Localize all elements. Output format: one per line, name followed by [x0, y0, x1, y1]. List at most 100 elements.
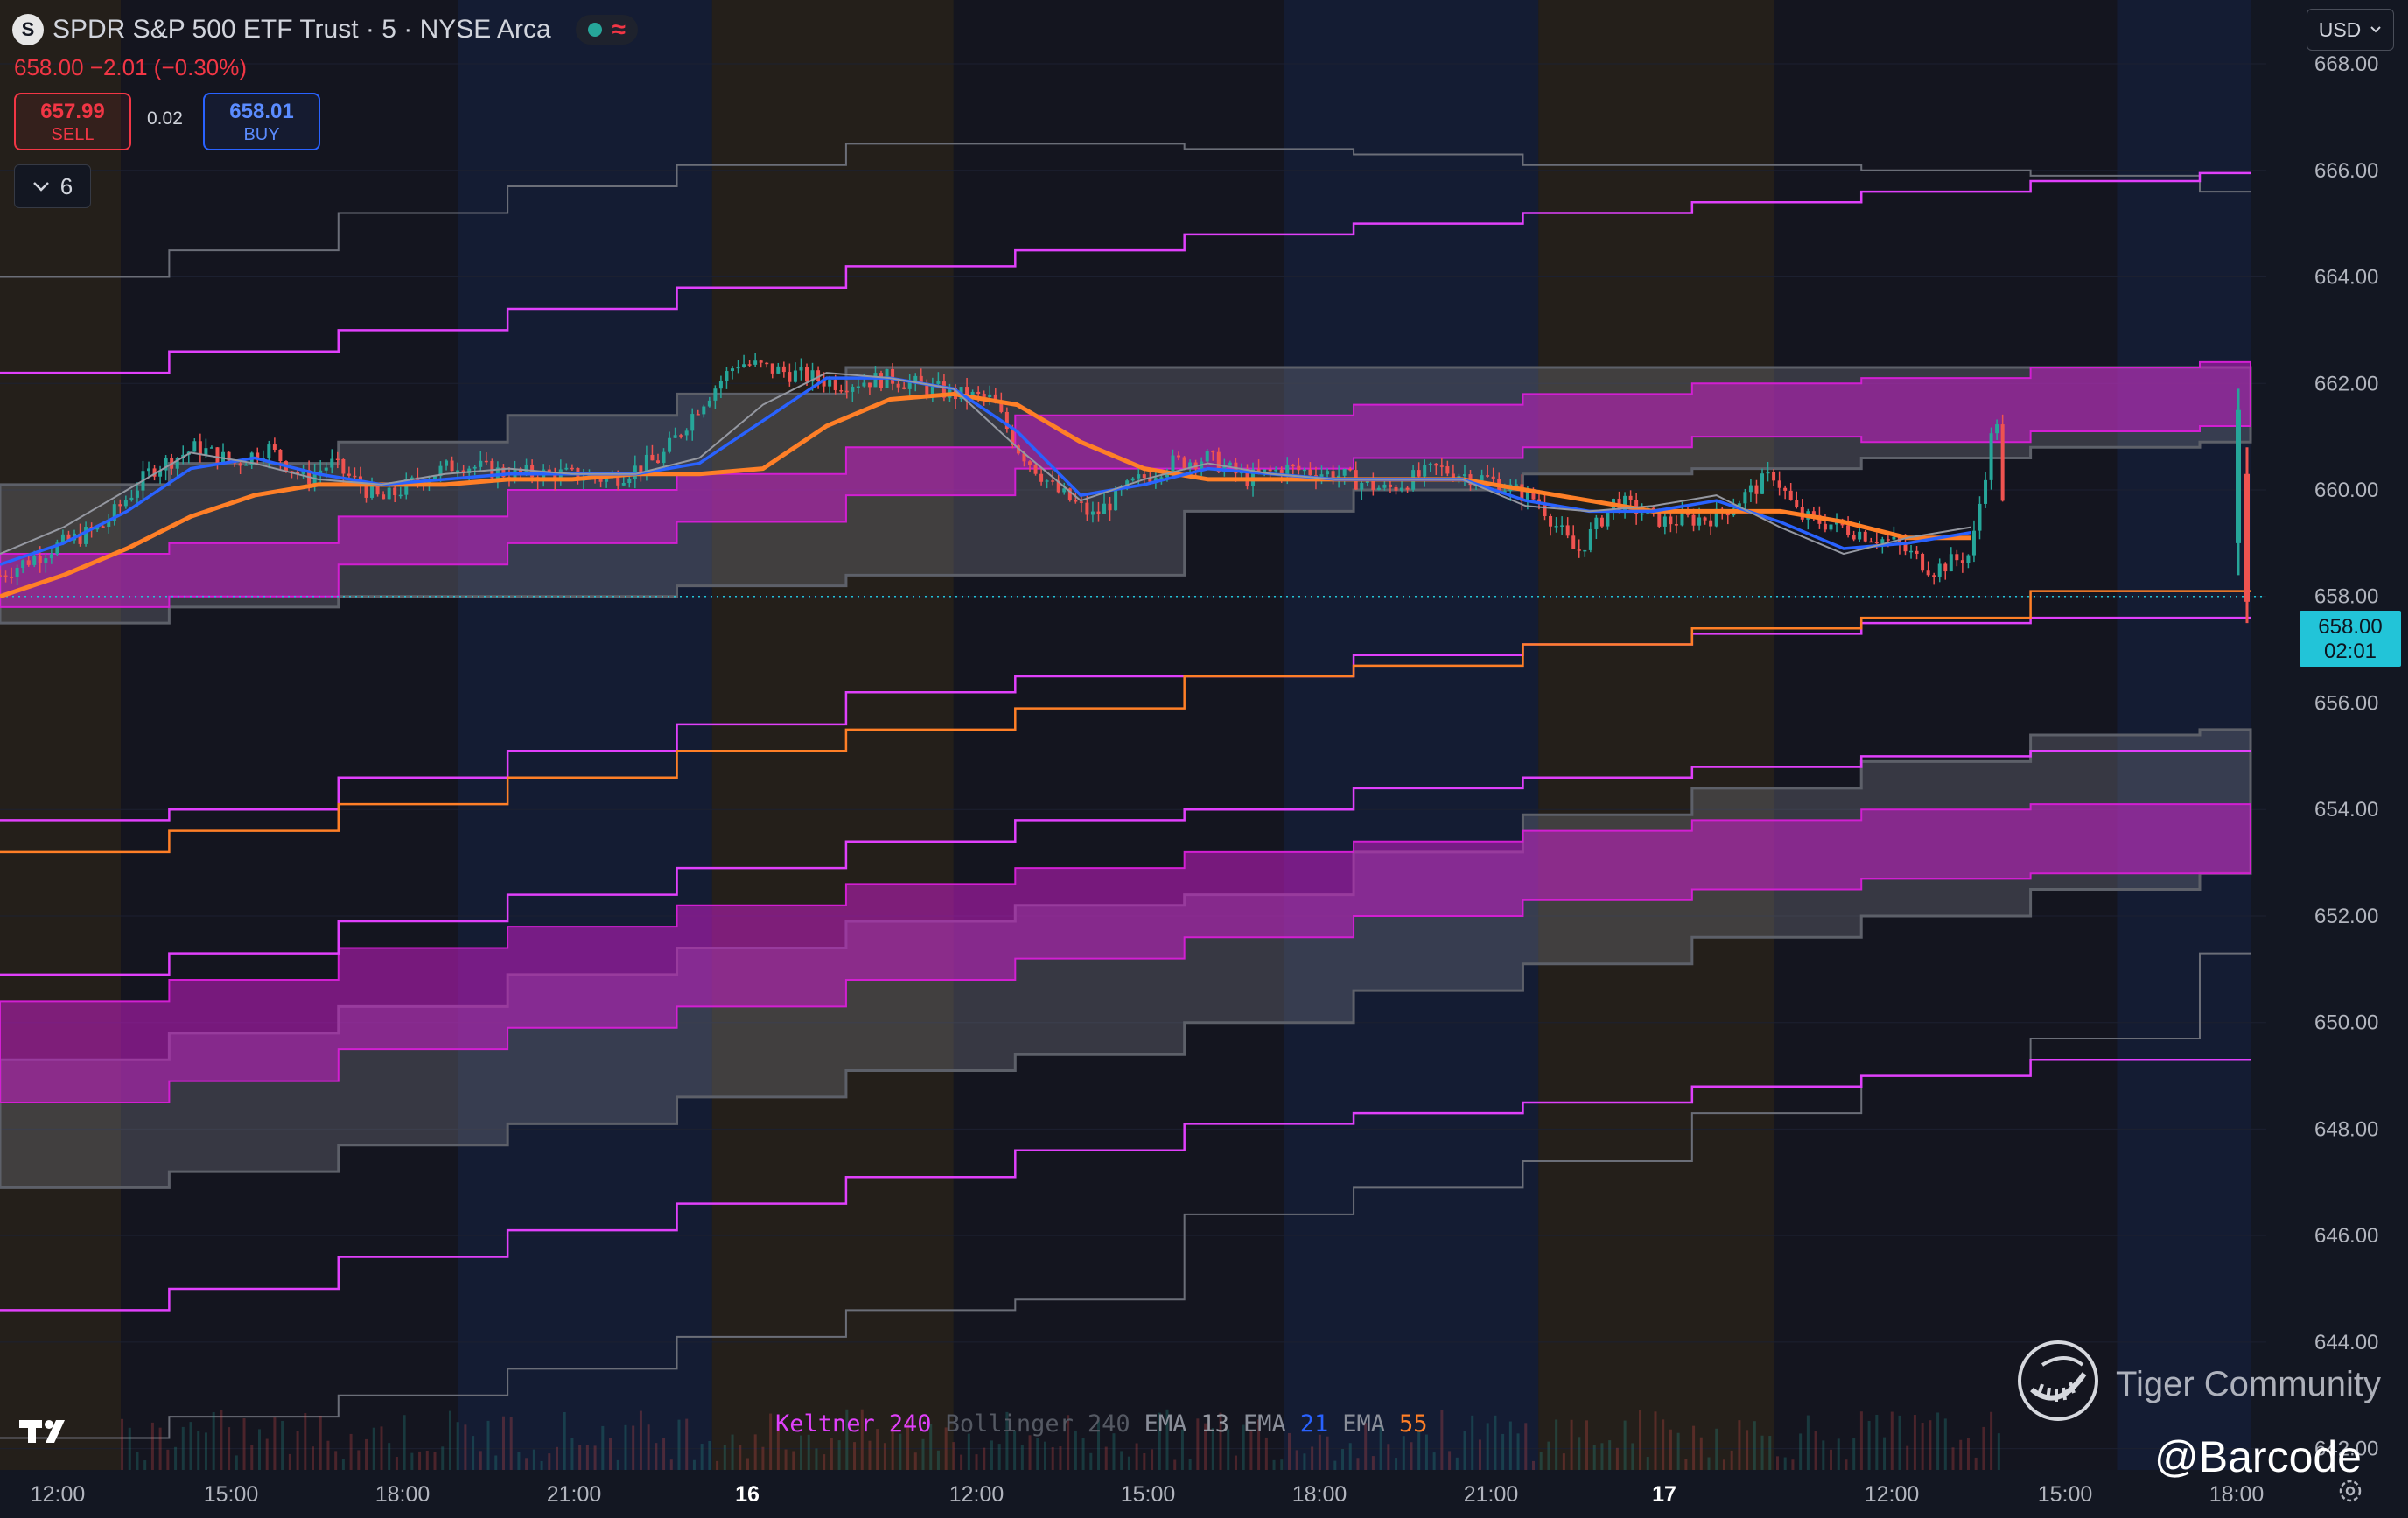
volume-bar	[1516, 1433, 1520, 1470]
volume-bar	[1699, 1437, 1703, 1470]
volume-bar	[312, 1446, 315, 1470]
candle-body	[1788, 490, 1793, 500]
symbol-legend[interactable]: S SPDR S&P 500 ETF Trust · 5 · NYSE Arca…	[12, 10, 639, 49]
candle-body	[1531, 490, 1536, 500]
candle-body	[1748, 485, 1753, 493]
candle-body	[673, 435, 677, 438]
candle-body	[1502, 491, 1507, 493]
y-tick-label: 658.00	[2314, 585, 2378, 609]
candle-body	[1274, 469, 1278, 472]
candle-body	[238, 463, 242, 466]
settings-gear-icon[interactable]	[2336, 1477, 2364, 1505]
price-change-line: 658.00 −2.01 (−0.30%)	[14, 54, 247, 81]
candle-body	[335, 458, 340, 461]
candle-body	[982, 394, 986, 397]
volume-bar	[494, 1455, 498, 1470]
x-tick-label: 21:00	[547, 1482, 602, 1507]
tradingview-logo-icon[interactable]	[18, 1416, 74, 1455]
indicator-item[interactable]: Bollinger 240	[946, 1410, 1130, 1438]
currency-select[interactable]: USD	[2306, 9, 2394, 51]
candle-body	[862, 382, 866, 387]
candle-body	[2236, 409, 2241, 543]
volume-bar	[365, 1438, 368, 1470]
volume-bar	[410, 1452, 414, 1470]
indicator-legend[interactable]: Keltner 240 Bollinger 240 EMA 13 EMA 21 EMA 55	[775, 1410, 1428, 1438]
x-tick-label: 18:00	[2209, 1482, 2264, 1507]
candle-body	[1760, 473, 1765, 494]
market-open-dot-icon	[587, 23, 602, 37]
candle-body	[346, 473, 351, 476]
volume-bar	[318, 1416, 322, 1470]
symbol-logo-icon: S	[12, 14, 44, 45]
volume-bar	[929, 1424, 933, 1470]
indicator-param: 240	[888, 1410, 932, 1438]
tv-logo-shape	[19, 1420, 65, 1443]
volume-bar	[677, 1419, 681, 1470]
volume-bar	[776, 1423, 780, 1470]
volume-bar	[1067, 1415, 1070, 1470]
candle-body	[759, 360, 763, 363]
candle-body	[1040, 473, 1044, 482]
candle-body	[1417, 470, 1421, 477]
volume-bar	[1844, 1459, 1848, 1470]
session-regular	[953, 0, 1284, 1470]
sell-button[interactable]: 657.99 SELL	[14, 93, 131, 150]
buy-button[interactable]: 658.01 BUY	[203, 93, 320, 150]
candle-body	[1308, 469, 1312, 476]
volume-bar	[1227, 1429, 1230, 1470]
candle-body	[833, 380, 837, 391]
volume-bar	[1707, 1457, 1711, 1470]
volume-bar	[357, 1450, 360, 1470]
volume-bar	[395, 1457, 398, 1470]
volume-bar	[860, 1409, 864, 1470]
symbol-title[interactable]: SPDR S&P 500 ETF Trust · 5 · NYSE Arca	[52, 15, 551, 44]
volume-bar	[654, 1443, 658, 1470]
volume-bar	[1730, 1450, 1733, 1470]
volume-bar	[250, 1445, 254, 1470]
candle-body	[1376, 487, 1381, 490]
indicator-item[interactable]: EMA 55	[1342, 1410, 1427, 1438]
candle-body	[1142, 474, 1146, 479]
volume-bar	[380, 1426, 383, 1470]
indicators-collapse-button[interactable]: 6	[14, 164, 91, 208]
volume-bar	[136, 1452, 139, 1470]
volume-bar	[1890, 1411, 1894, 1470]
volume-bar	[906, 1418, 910, 1470]
candle-body	[1565, 525, 1570, 536]
volume-bar	[1531, 1460, 1535, 1470]
candle-body	[78, 533, 82, 544]
candle-body	[891, 368, 895, 384]
candle-body	[724, 371, 729, 381]
candle-body	[444, 460, 449, 466]
indicator-item[interactable]: Keltner 240	[775, 1410, 932, 1438]
candle-body	[404, 479, 409, 495]
volume-bar	[1555, 1419, 1558, 1470]
tiger-community-logo-icon	[2018, 1340, 2098, 1421]
candle-body	[1480, 475, 1484, 482]
y-tick-label: 650.00	[2314, 1011, 2378, 1035]
candle-body	[1703, 517, 1707, 521]
candle-body	[107, 521, 111, 527]
indicator-item[interactable]: EMA 21	[1243, 1410, 1328, 1438]
volume-bar	[1424, 1434, 1428, 1470]
candle-body	[450, 460, 454, 472]
volume-bar	[639, 1410, 642, 1470]
market-status-pill[interactable]: ≈	[575, 15, 639, 45]
candle-body	[456, 470, 460, 472]
candle-body	[822, 381, 826, 387]
candle-body	[993, 394, 998, 403]
candle-body	[1228, 462, 1232, 466]
candle-body	[1171, 455, 1175, 472]
volume-bar	[815, 1448, 818, 1470]
y-tick-label: 644.00	[2314, 1331, 2378, 1354]
indicator-item[interactable]: EMA 13	[1144, 1410, 1229, 1438]
volume-bar	[624, 1424, 627, 1470]
volume-bar	[1753, 1421, 1756, 1470]
volume-bar	[1662, 1419, 1665, 1470]
volume-bar	[448, 1410, 452, 1470]
candle-body	[1943, 563, 1948, 572]
volume-bar	[1623, 1420, 1627, 1470]
candle-body	[1096, 511, 1101, 514]
last-price: 658.00	[14, 54, 84, 80]
